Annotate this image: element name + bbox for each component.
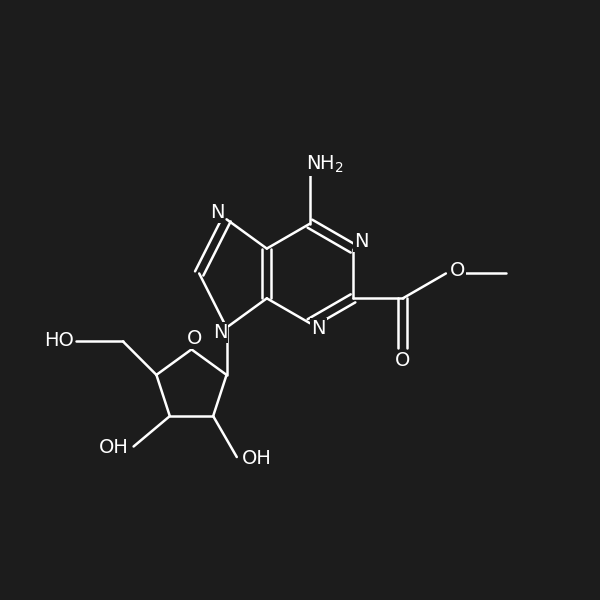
Text: O: O [187, 329, 202, 348]
Text: NH$_2$: NH$_2$ [305, 154, 343, 175]
Text: OH: OH [99, 439, 128, 457]
Text: HO: HO [44, 331, 74, 350]
Text: N: N [311, 319, 326, 338]
Text: N: N [210, 203, 224, 222]
Text: O: O [450, 262, 466, 280]
Text: N: N [212, 323, 227, 343]
Text: OH: OH [242, 449, 272, 468]
Text: O: O [395, 350, 410, 370]
Text: N: N [355, 232, 369, 251]
